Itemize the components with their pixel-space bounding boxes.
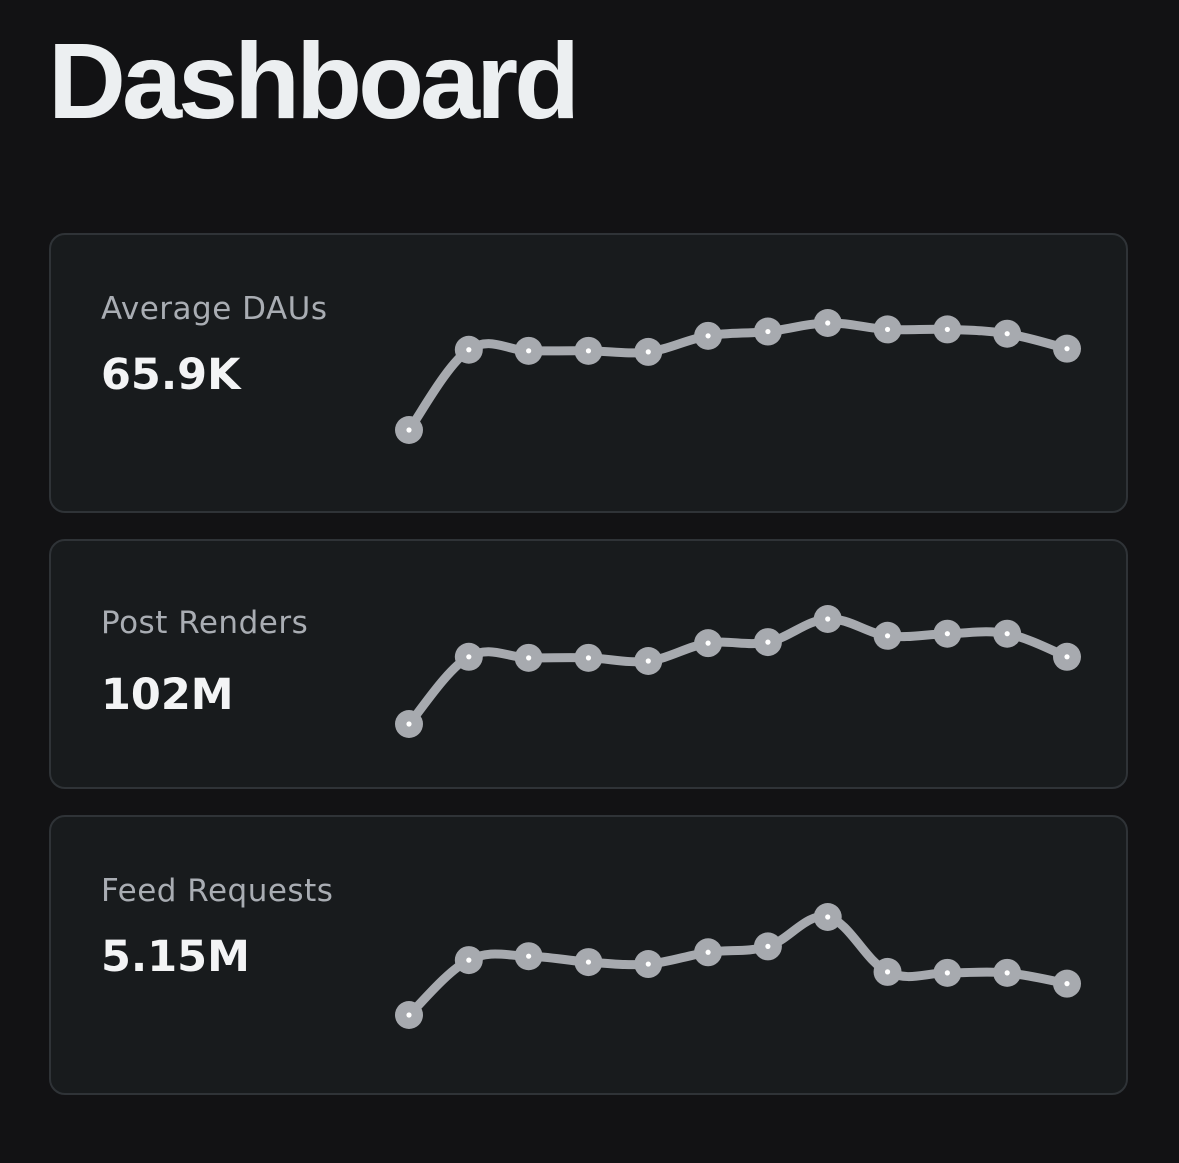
- sparkline-point: [993, 619, 1022, 648]
- sparkline-point: [873, 315, 902, 344]
- metric-card-feed-requests[interactable]: Feed Requests 5.15M: [49, 815, 1128, 1095]
- sparkline-chart: [395, 903, 1081, 1029]
- sparkline-point: [395, 710, 423, 738]
- sparkline-point: [634, 337, 663, 366]
- sparkline-point: [454, 642, 483, 671]
- sparkline-point: [813, 903, 842, 931]
- sparkline-point: [753, 317, 782, 346]
- sparkline-point: [514, 942, 543, 971]
- sparkline-point: [1053, 969, 1081, 998]
- sparkline-point: [993, 319, 1022, 348]
- sparkline-point: [395, 416, 423, 444]
- sparkline-point: [694, 629, 723, 658]
- sparkline-chart: [395, 309, 1081, 444]
- sparkline-point: [634, 950, 663, 979]
- sparkline-point: [395, 1001, 423, 1029]
- sparkline-point: [454, 946, 483, 975]
- sparkline-series-line: [404, 912, 1072, 1020]
- sparkline-point: [514, 336, 543, 365]
- metric-value: 102M: [101, 670, 234, 720]
- metric-label: Feed Requests: [101, 873, 334, 909]
- sparkline-point: [753, 628, 782, 657]
- sparkline-point: [574, 336, 603, 365]
- metric-value: 65.9K: [101, 350, 241, 400]
- page-title: Dashboard: [48, 20, 580, 141]
- sparkline-point: [694, 321, 723, 350]
- sparkline-series-line: [404, 614, 1072, 729]
- metric-label: Post Renders: [101, 605, 309, 641]
- sparkline-point: [634, 647, 663, 675]
- sparkline-point: [873, 957, 902, 986]
- sparkline-point: [813, 605, 842, 633]
- sparkline-point: [514, 643, 543, 672]
- sparkline-point: [753, 932, 782, 961]
- sparkline-point: [694, 938, 723, 967]
- sparkline-point: [933, 619, 962, 648]
- sparkline-point: [1053, 642, 1081, 671]
- metric-text: Average DAUs 65.9K: [101, 285, 361, 403]
- sparkline-point: [993, 958, 1022, 987]
- sparkline-point: [813, 309, 842, 337]
- metric-label: Average DAUs: [101, 291, 328, 327]
- metric-text: Post Renders 102M: [101, 599, 361, 723]
- sparkline-point: [574, 643, 603, 672]
- sparkline-point: [873, 621, 902, 650]
- sparkline-point: [574, 948, 603, 977]
- sparkline-chart: [395, 605, 1081, 738]
- metric-text: Feed Requests 5.15M: [101, 867, 361, 985]
- sparkline-point: [454, 335, 483, 364]
- metric-value: 5.15M: [101, 932, 250, 982]
- sparkline-series-line: [404, 318, 1072, 435]
- sparkline-point: [933, 958, 962, 987]
- sparkline-point: [1053, 334, 1081, 363]
- metric-card-average-daus[interactable]: Average DAUs 65.9K: [49, 233, 1128, 513]
- metric-card-post-renders[interactable]: Post Renders 102M: [49, 539, 1128, 789]
- sparkline-point: [933, 315, 962, 344]
